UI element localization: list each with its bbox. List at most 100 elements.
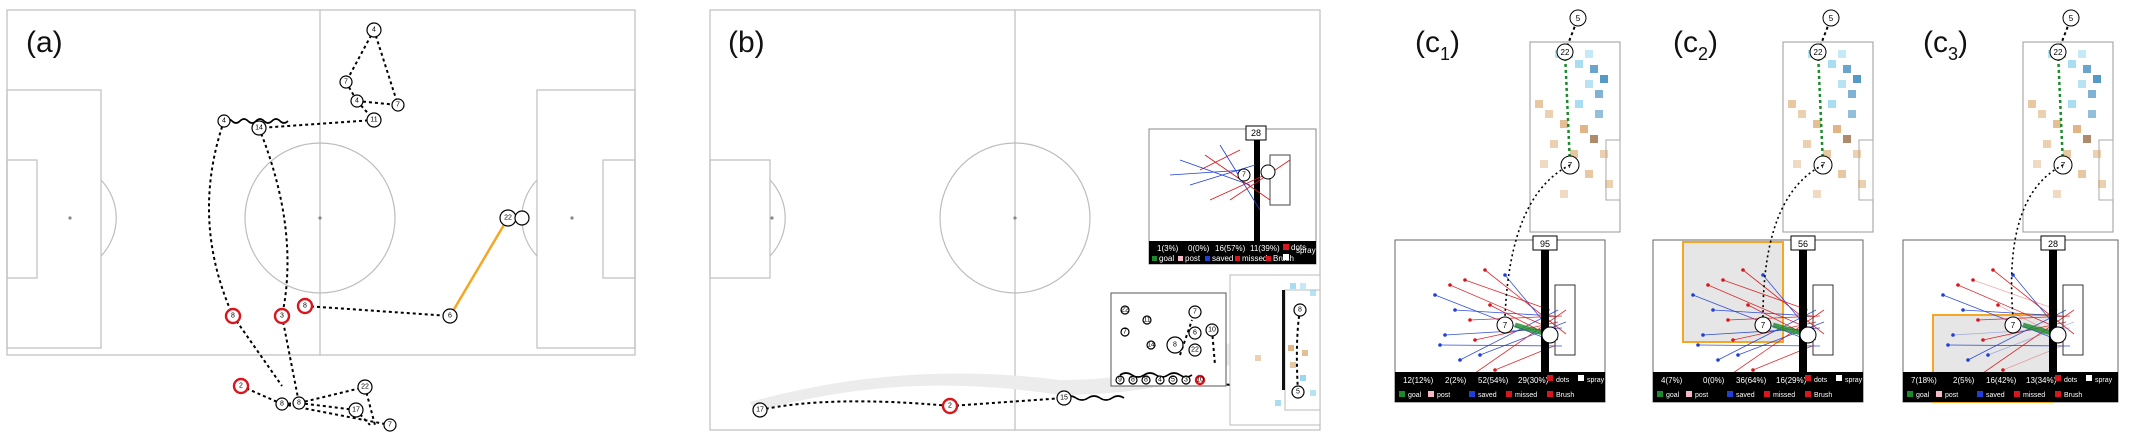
svg-text:22: 22 (1121, 307, 1129, 314)
svg-text:4: 4 (1158, 377, 1162, 384)
panel-b-legend-dots: dots (1291, 243, 1306, 252)
panel-b-node: 9 (1115, 375, 1125, 385)
panel-c-heat-cell (1600, 150, 1608, 158)
panel-b-node: 22 (1120, 305, 1130, 315)
panel-c-node-circle (2049, 43, 2067, 61)
svg-text:9: 9 (1118, 377, 1122, 384)
panel-c-heat-cell (1823, 150, 1831, 158)
panel-c-heat-cell (1843, 65, 1851, 73)
panel-c-legend-item: saved (1986, 392, 2005, 399)
panel-c-node-label: 5 (1829, 14, 1834, 23)
panel-a-node: 7 (391, 98, 405, 112)
panel-c-heat-cell (1560, 120, 1568, 128)
panel-a: 4 7 4 7 11 4 14 8 3 8 2 6 22 8 8 17 7 22… (6, 9, 636, 432)
panel-c-legend-item: missed (1773, 392, 1795, 399)
panel-a-node: 4 (366, 22, 382, 38)
svg-text:2: 2 (239, 383, 243, 390)
panel-c-node-label: 5 (1576, 14, 1581, 23)
panel-c-legend-dots: dots (1556, 377, 1570, 384)
panel-c-badge: 56 (1798, 239, 1808, 249)
panel-c-legend-item: saved (1478, 392, 1497, 399)
svg-text:22: 22 (361, 384, 369, 391)
panel-c-pitch-strip (1529, 41, 1621, 233)
panel-c-shot-map: 95 7 12(12%) 2(2%) 52(54%) 29(30%) goal post sav… (1394, 235, 1606, 403)
panel-c-node-label: 5 (2069, 14, 2074, 23)
panel-a-pitch (6, 9, 636, 356)
panel-c-heat-cell (2068, 60, 2076, 68)
svg-text:10: 10 (1208, 327, 1216, 334)
panel-c-stat: 36(64%) (1736, 376, 1767, 385)
panel-c-heat-cell (1575, 100, 1583, 108)
panel-b-node: 22 (1188, 343, 1202, 357)
panel-a-label: (a) (26, 26, 63, 59)
panel-c-stat: 13(34%) (2026, 376, 2057, 385)
svg-text:17: 17 (352, 407, 360, 414)
panel-c-heat-cell (1843, 135, 1851, 143)
svg-text:22: 22 (504, 215, 512, 222)
panel-c-heat-cell (2068, 100, 2076, 108)
panel-c-legend-dots: dots (2064, 377, 2078, 384)
panel-c-legend-brush: Brush (2064, 392, 2082, 399)
panel-c-heat-cell (2078, 170, 2086, 178)
panel-b-inset-badge: 28 (1251, 128, 1261, 138)
panel-c-legend-brush: Brush (1814, 392, 1832, 399)
panel-c-heat-cell (1560, 190, 1568, 198)
panel-c-shot-node: 7 (1761, 321, 1766, 330)
svg-text:8: 8 (297, 400, 301, 407)
svg-text:14: 14 (255, 125, 263, 132)
svg-text:4: 4 (222, 118, 226, 125)
svg-text:8: 8 (1173, 342, 1177, 349)
panel-c-heat-cell (1848, 90, 1856, 98)
panel-c-heat-cell (2088, 90, 2096, 98)
panel-b-flow-band (750, 330, 1250, 412)
panel-c-group: (c1) 5 22 7 95 7 12(12%) 2(2%) 52(54%) 29(30%) goa… (1394, 9, 2119, 403)
svg-text:17: 17 (756, 407, 764, 414)
panel-c-legend-item: missed (1515, 392, 1537, 399)
panel-c-heat-cell (2063, 150, 2071, 158)
panel-c-heat-cell (2043, 140, 2051, 148)
panel-c-shot-map: 28 7 7(18%) 2(5%) 16(42%) 13(34%) goal post save… (1902, 235, 2119, 403)
panel-c-heat-cell (2078, 80, 2086, 88)
panel-b-node: 7 (1120, 327, 1130, 337)
panel-c-1: (c1) 5 22 7 95 7 12(12%) 2(2%) 52(54%) 29(30%) goa… (1394, 9, 1621, 403)
panel-c-node-circle (1822, 9, 1840, 27)
panel-c-heat-cell (1838, 170, 1846, 178)
panel-a-node: 11 (366, 112, 382, 128)
panel-c-heat-cell (2033, 160, 2041, 168)
panel-a-node-red: 8 (296, 297, 314, 315)
panel-a-node: 4 (217, 114, 231, 128)
svg-text:15: 15 (1060, 395, 1068, 402)
svg-text:2: 2 (948, 403, 952, 410)
panel-c-link (2010, 164, 2064, 318)
svg-text:7: 7 (1123, 329, 1127, 336)
panel-a-node: 22 (499, 209, 517, 227)
panel-c-legend-spray: spray (2095, 377, 2113, 384)
panel-b-pass (949, 397, 1065, 407)
panel-c-heat-cell (1803, 140, 1811, 148)
panel-b-node: 11 (1142, 315, 1152, 325)
panel-c-node-label: 7 (1568, 161, 1573, 170)
panel-b-node: 7 (1188, 305, 1202, 319)
panel-a-penalty-spot-right (570, 216, 574, 220)
panel-c-heat-cell (1570, 150, 1578, 158)
panel-c-node-circle (2062, 9, 2080, 27)
panel-c-shot-map: 56 7 4(7%) 0(0%) 36(64%) 16(29%) goal post saved… (1652, 235, 1864, 403)
panel-c-heat-cell (1590, 135, 1598, 143)
panel-c-heat-cell (1545, 110, 1553, 118)
panel-c-link (1762, 164, 1824, 318)
panel-c-legend-item: goal (1408, 392, 1422, 399)
panel-c-heat-cell (2098, 180, 2106, 188)
panel-c-heat-cell (1595, 90, 1603, 98)
panel-c-node-label: 22 (1814, 48, 1823, 57)
panel-c-label: (c3) (1923, 26, 1968, 64)
panel-b-penalty-spot (770, 216, 774, 220)
panel-c-heat-cell (2073, 125, 2081, 133)
panel-b-node: 6 (1188, 326, 1202, 340)
panel-c-legend-spray: spray (1587, 377, 1605, 384)
panel-b-node: 4 (1155, 375, 1165, 385)
panel-b-legend-goal: goal (1159, 254, 1174, 263)
panel-c-heat-cell (1828, 60, 1836, 68)
panel-c-heat-cell (1853, 150, 1861, 158)
panel-c-2: (c2) 5 22 7 56 7 4(7%) 0(0%) 36(64%) 16(29%) goal p… (1652, 9, 1874, 403)
panel-c-heat-cell (2053, 120, 2061, 128)
